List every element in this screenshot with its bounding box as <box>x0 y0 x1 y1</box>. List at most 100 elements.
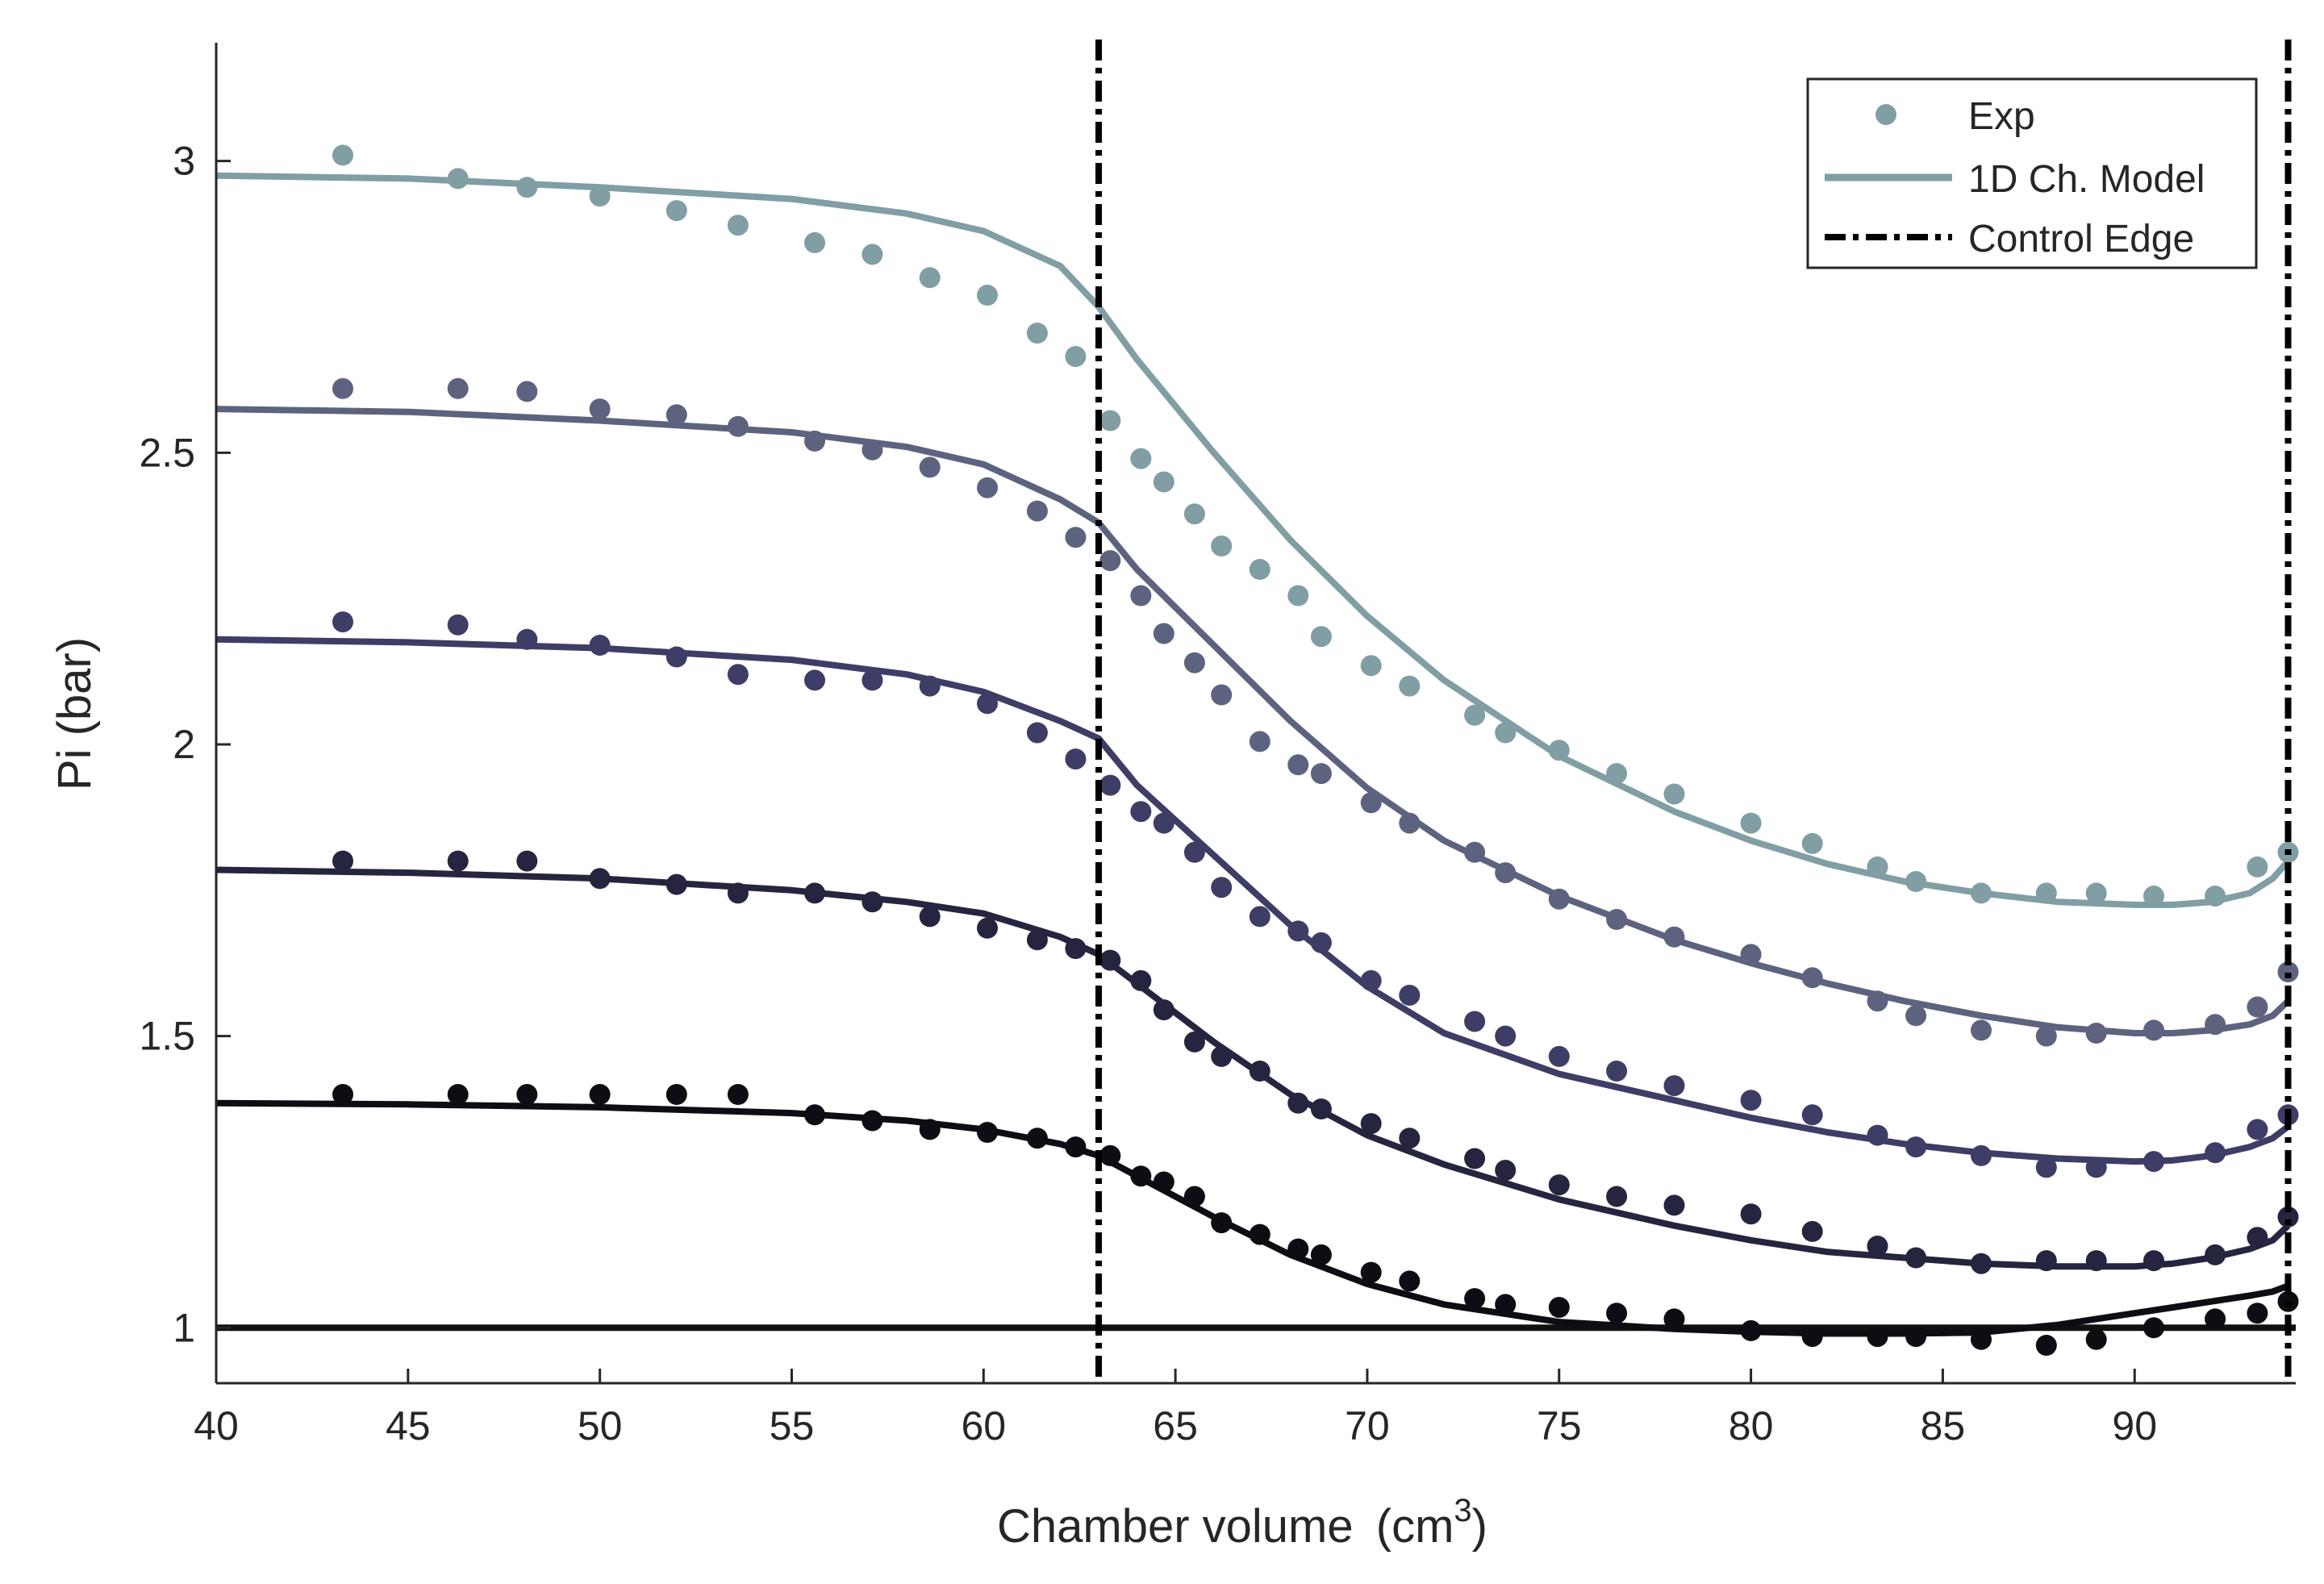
series-3-exp-point <box>1099 949 1121 971</box>
series-4-exp-point <box>1801 1326 1823 1348</box>
series-1-exp-point <box>1399 812 1421 834</box>
series-3-exp-point <box>1663 1194 1685 1216</box>
series-4-exp-point <box>1740 1319 1762 1341</box>
series-0-exp-point <box>1867 856 1888 877</box>
series-0-exp-point <box>447 168 469 190</box>
series-4-exp-point <box>2247 1303 2268 1324</box>
series-1-exp-point <box>447 377 469 399</box>
series-2-exp-point <box>516 628 538 650</box>
series-0-exp-point <box>1065 346 1087 367</box>
series-0-exp-point <box>1153 471 1175 493</box>
series-3-exp-point <box>1399 1128 1421 1149</box>
series-1-exp-point <box>1026 500 1048 522</box>
series-3-exp-point <box>1065 938 1087 960</box>
series-3-exp-point <box>1183 1031 1205 1053</box>
series-0-exp-point <box>665 200 687 222</box>
series-4-exp-point <box>665 1084 687 1105</box>
x-tick-label: 40 <box>194 1403 239 1449</box>
series-2-exp-point <box>1495 1025 1517 1047</box>
series-1-exp-point <box>589 398 611 420</box>
legend: Exp 1D Ch. Model Control Edge <box>1806 77 2258 269</box>
series-3-exp-point <box>1495 1160 1517 1181</box>
series-3-exp-point <box>1464 1148 1486 1169</box>
x-tick-label: 80 <box>1729 1403 1774 1449</box>
series-4-exp-point <box>1310 1244 1332 1265</box>
series-1-exp-point <box>516 381 538 402</box>
series-3-exp-point <box>804 882 825 904</box>
series-0-exp-point <box>1249 559 1270 580</box>
x-axis-label-exponent: 3 <box>1454 1493 1471 1528</box>
series-1-exp-point <box>804 430 825 452</box>
series-3-exp-point <box>1801 1220 1823 1242</box>
series-0-exp-point <box>2143 886 2164 907</box>
series-2-exp-point <box>1249 906 1270 927</box>
series-3-exp-point <box>862 891 883 913</box>
series-2-exp-point <box>447 614 469 636</box>
series-3-exp-point <box>1740 1203 1762 1225</box>
series-2-exp-point <box>2085 1157 2107 1178</box>
series-2-exp-point <box>2205 1142 2226 1164</box>
series-3-exp-point <box>2035 1250 2057 1272</box>
series-3-exp-point <box>1867 1236 1888 1257</box>
series-2-exp-point <box>1867 1124 1888 1146</box>
series-1-exp-point <box>1153 623 1175 644</box>
legend-exp-marker <box>1875 104 1896 125</box>
series-1-exp-point <box>1606 909 1628 930</box>
series-3-exp-point <box>2143 1250 2164 1272</box>
series-3-exp-point <box>2277 1206 2299 1228</box>
x-axis-label-close: ) <box>1472 1500 1487 1553</box>
series-4-exp-point <box>516 1084 538 1105</box>
series-2-exp-point <box>1971 1144 1992 1166</box>
x-tick-label: 50 <box>578 1403 623 1449</box>
series-3-exp-point <box>1360 1113 1382 1135</box>
series-4-exp-point <box>2205 1308 2226 1330</box>
series-4-exp-point <box>2035 1335 2057 1356</box>
series-1-exp-point <box>862 439 883 461</box>
series-0 <box>216 144 2299 908</box>
series-4-exp-point <box>1065 1136 1087 1158</box>
series-1-exp-point <box>2247 996 2268 1018</box>
series-0-exp-point <box>1801 832 1823 854</box>
series-4-exp-point <box>2143 1317 2164 1339</box>
series-0-exp-point <box>332 144 353 166</box>
series-4-exp-point <box>919 1119 941 1140</box>
series-3-exp-point <box>1606 1186 1628 1207</box>
series-4-exp-point <box>447 1084 469 1105</box>
series-3-exp-point <box>2247 1227 2268 1248</box>
series-2-exp-point <box>1310 932 1332 953</box>
series-2-exp-point <box>919 675 941 697</box>
series-2-exp-point <box>589 635 611 656</box>
x-tick-label: 45 <box>386 1403 431 1449</box>
series-4-exp-point <box>1867 1326 1888 1348</box>
series-3-exp-point <box>1249 1061 1270 1082</box>
series-0-exp-point <box>1495 722 1517 744</box>
series-3-exp-point <box>1310 1098 1332 1119</box>
series-1-exp-point <box>1130 585 1152 607</box>
x-tick-label: 70 <box>1345 1403 1390 1449</box>
series-0-exp-point <box>2085 882 2107 904</box>
series-0-exp-point <box>1905 871 1927 892</box>
series-0-exp-point <box>516 177 538 198</box>
x-axis-label: Chamber volume (cm3) <box>997 1493 1487 1553</box>
series-1-model-line <box>216 406 2291 1036</box>
series-3-exp-point <box>447 850 469 872</box>
series-1-exp-point <box>977 477 998 498</box>
series-1-exp-point <box>2277 961 2299 983</box>
series-3-exp-point <box>1287 1092 1309 1114</box>
series-2-exp-point <box>1399 985 1421 1006</box>
x-tick-label: 85 <box>1921 1403 1966 1449</box>
series-3-exp-point <box>1905 1247 1927 1269</box>
series-4-exp-point <box>1130 1165 1152 1187</box>
x-axis-label-unit: (cm <box>1376 1500 1454 1553</box>
series-1-exp-point <box>727 415 749 437</box>
series-3-exp-point <box>516 850 538 872</box>
series-0-exp-point <box>1663 783 1685 805</box>
series-2-exp-point <box>1740 1090 1762 1111</box>
series-2-exp-point <box>1663 1075 1685 1097</box>
series-3-model-line <box>216 866 2291 1270</box>
series-3-exp-point <box>2085 1250 2107 1272</box>
series-1-exp-point <box>1249 731 1270 752</box>
x-axis-label-text: Chamber volume <box>997 1500 1354 1553</box>
series-2-exp-point <box>1905 1136 1927 1158</box>
